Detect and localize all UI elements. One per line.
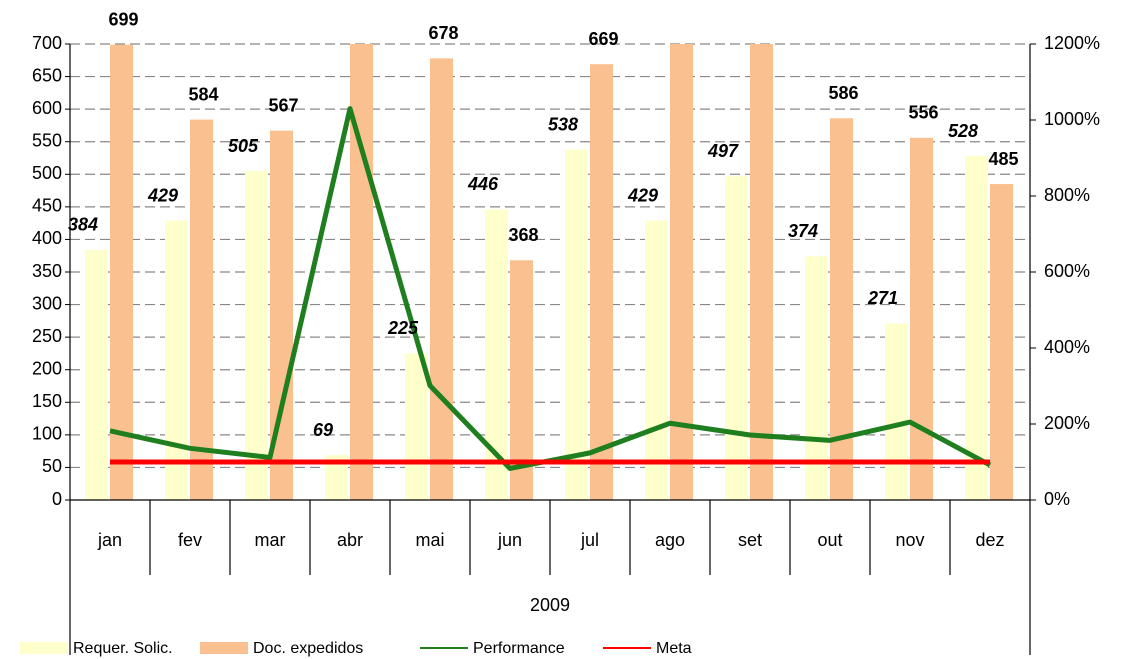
y2-tick-label: 1200% [1044, 33, 1100, 53]
x-tick-label: jun [497, 530, 522, 550]
data-label: 368 [508, 225, 538, 245]
line [109, 106, 992, 471]
y2-tick-label: 400% [1044, 337, 1090, 357]
bar [830, 118, 853, 501]
axes [65, 43, 1036, 655]
data-label: 538 [548, 114, 578, 134]
y-tick-label: 550 [32, 130, 62, 150]
y-tick-label: 50 [42, 456, 62, 476]
data-label: 584 [188, 84, 218, 104]
bar [910, 137, 933, 500]
bar [485, 209, 508, 500]
data-label: 446 [467, 174, 499, 194]
legend-swatch [200, 642, 248, 654]
x-tick-label: set [738, 530, 762, 550]
x-tick-label: jan [97, 530, 122, 550]
bar [245, 171, 268, 500]
y2-tick-label: 200% [1044, 413, 1090, 433]
y-tick-label: 600 [32, 98, 62, 118]
y-tick-label: 100 [32, 424, 62, 444]
data-label: 567 [268, 95, 298, 115]
data-label: 669 [588, 29, 618, 49]
data-label: 429 [147, 185, 178, 205]
data-label: 556 [908, 103, 938, 123]
data-label: 429 [627, 185, 658, 205]
bar [965, 156, 988, 500]
legend-label: Doc. expedidos [253, 640, 363, 657]
x-tick-label: nov [895, 530, 924, 550]
y-tick-label: 300 [32, 293, 62, 313]
data-label: 384 [68, 215, 98, 235]
data-label: 225 [387, 318, 419, 338]
data-label: 374 [788, 221, 818, 241]
legend-label: Performance [473, 640, 565, 657]
x-tick-label: out [817, 530, 842, 550]
bar [725, 176, 748, 501]
bar [165, 220, 188, 500]
y2-tick-label: 600% [1044, 261, 1090, 281]
bar [430, 58, 453, 501]
bar [190, 119, 213, 501]
bar [670, 44, 693, 500]
legend-label: Meta [656, 640, 692, 657]
y2-tick-label: 1000% [1044, 109, 1100, 129]
data-label: 505 [228, 136, 259, 156]
y-tick-label: 150 [32, 391, 62, 411]
legend-swatch [20, 642, 68, 654]
data-label: 586 [828, 83, 858, 103]
data-label: 699 [108, 9, 138, 29]
labels: 0 50 100 150 200 250 300 350 400 450 500 550 600 650 7… [32, 9, 1100, 549]
bar [565, 149, 588, 500]
x-tick-label: mai [415, 530, 444, 550]
bar [990, 184, 1013, 501]
data-label: 271 [867, 288, 898, 308]
bars [85, 44, 1013, 501]
x-tick-label: dez [975, 530, 1004, 550]
legend-label: Requer. Solic. [73, 640, 173, 657]
data-label: 678 [428, 23, 458, 43]
data-label: 485 [988, 149, 1018, 169]
x-group-label: 2009 [530, 595, 570, 615]
lines [109, 106, 992, 471]
bar [325, 455, 348, 500]
legend: Requer. Solic. Doc. expedidos Performance M… [20, 640, 692, 657]
x-tick-label: abr [337, 530, 363, 550]
y-tick-label: 250 [32, 326, 62, 346]
bar [645, 220, 668, 500]
y-tick-label: 700 [32, 33, 62, 53]
bar [85, 249, 108, 500]
bar [590, 64, 613, 501]
data-label: 528 [948, 121, 978, 141]
data-label: 69 [313, 420, 333, 440]
y-tick-label: 450 [32, 196, 62, 216]
bar [885, 323, 908, 500]
x-tick-label: fev [178, 530, 202, 550]
y-tick-label: 0 [52, 489, 62, 509]
bar [750, 44, 773, 501]
bar [350, 44, 373, 500]
y-tick-label: 650 [32, 65, 62, 85]
y-tick-label: 500 [32, 163, 62, 183]
x-tick-label: jul [580, 530, 599, 550]
bar [270, 130, 293, 500]
y-tick-label: 350 [32, 261, 62, 281]
bar [510, 260, 533, 500]
grid [70, 43, 1030, 469]
y-tick-label: 200 [32, 358, 62, 378]
data-label: 497 [707, 141, 739, 161]
x-tick-label: ago [655, 530, 685, 550]
bar [110, 44, 133, 500]
x-tick-label: mar [255, 530, 286, 550]
y-tick-label: 400 [32, 228, 62, 248]
y2-tick-label: 0% [1044, 489, 1070, 509]
y2-tick-label: 800% [1044, 185, 1090, 205]
